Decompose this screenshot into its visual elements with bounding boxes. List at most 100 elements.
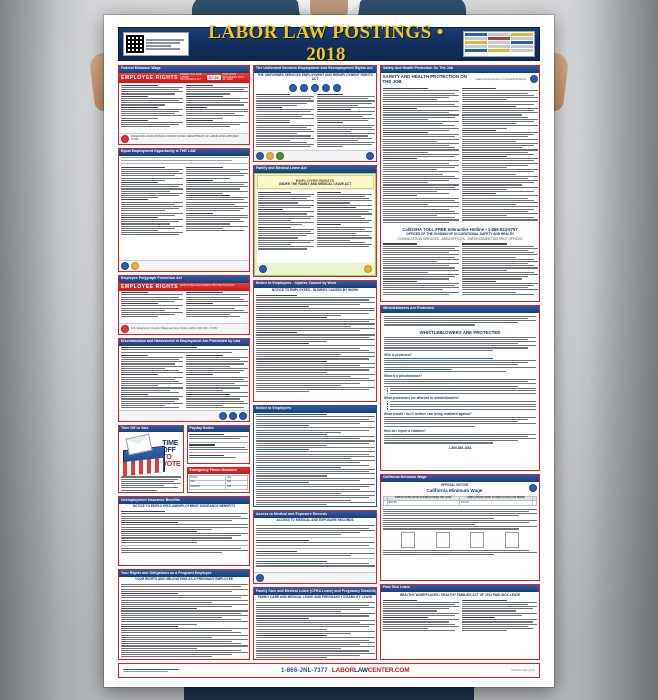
panel-paid-sick-leave[interactable]: Paid Sick Leave HEALTHY WORKPLACES / HEA… xyxy=(380,584,540,660)
panel-employee-polygraph-protection-act[interactable]: Employee Polygraph Protection Act EMPLOY… xyxy=(118,275,250,335)
panel-header: Time Off to Vote xyxy=(119,425,183,433)
calosha-hotline-subtitle: OFFICES OF THE DIVISION OF OCCUPATIONAL … xyxy=(406,231,514,236)
dol-seal-icon xyxy=(258,264,267,273)
band-note: PER HOUR BEGINNING JULY 24, 2009 xyxy=(222,72,244,82)
panel-unemployment-insurance-benefits[interactable]: Unemployment Insurance Benefits NOTICE T… xyxy=(118,496,250,567)
cell-label: Medical xyxy=(188,484,227,491)
footer-phone[interactable]: 1-866-JNL-7377 xyxy=(281,667,328,674)
osc-seal-icon xyxy=(366,152,374,160)
panel-notice-to-employees[interactable]: Notice to Employees xyxy=(253,405,377,508)
panel-header: Safety And Health Protection On The Job xyxy=(381,66,539,73)
whistleblower-hotline-phone: 1-800-884-1684 xyxy=(448,445,472,450)
cell-rate-small: $10.50 xyxy=(386,500,460,506)
esgr-seal-icon xyxy=(276,152,284,160)
band-title: EMPLOYEE RIGHTS xyxy=(121,283,179,290)
qr-code-icon xyxy=(126,35,144,53)
panel-california-minimum-wage[interactable]: California Minimum Wage OFFICIAL NOTICE … xyxy=(380,474,540,581)
panel-header: California Minimum Wage xyxy=(381,475,539,482)
eeoc-seal-row xyxy=(119,260,249,271)
panel-header: Payday Notice xyxy=(187,425,249,433)
panel-discrimination-harassment-prohibited[interactable]: Discrimination and Harassment in Employm… xyxy=(118,338,250,422)
panel-userra[interactable]: The Uniformed Services Employment And Re… xyxy=(253,65,377,162)
minimum-wage-table: EMPLOYERS WITH 25 EMPLOYEES OR LESS EMPL… xyxy=(383,495,537,506)
panel-time-off-to-vote[interactable]: Time Off to Vote TIME OFF TO VOTE xyxy=(118,424,184,494)
wage-box xyxy=(435,531,450,548)
panel-header: Emergency Phone Numbers xyxy=(187,467,249,475)
social-facebook-icon[interactable] xyxy=(219,411,227,420)
panel-safety-and-health-protection-on-the-job[interactable]: Safety And Health Protection On The Job … xyxy=(380,65,540,302)
poster-columns: Federal Minimum Wage EMPLOYEE RIGHTS UND… xyxy=(118,65,540,660)
list-item xyxy=(387,408,536,410)
minimum-wage-value: $7.25 xyxy=(206,75,221,81)
panel-emergency-phone-numbers[interactable]: Emergency Phone Numbers Police 911 xyxy=(186,466,250,494)
social-youtube-icon[interactable] xyxy=(239,411,247,420)
panel-whistleblowers-are-protected[interactable]: Whistleblowers Are Protected WHISTLEBLOW… xyxy=(380,305,540,471)
table-row: $10.50 $11.00 xyxy=(383,500,537,506)
panel-title: SAFETY AND HEALTH PROTECTION ON THE JOB xyxy=(382,74,467,85)
social-twitter-icon[interactable] xyxy=(229,411,237,420)
vote-art-line2: TO VOTE xyxy=(162,454,181,469)
wage-box xyxy=(470,531,485,548)
panel-header: Equal Employment Opportunity is THE LAW xyxy=(119,149,249,156)
panel-family-care-medical-leave-cfra[interactable]: Family Care and Medical Leave (CFRA Leav… xyxy=(253,587,377,660)
panel-equal-employment-opportunity[interactable]: Equal Employment Opportunity is THE LAW xyxy=(118,148,250,272)
panel-subtitle: ACCESS TO MEDICAL AND EXPOSURE RECORDS xyxy=(276,518,354,523)
left-shadow xyxy=(0,0,60,700)
panel-header: The Uniformed Services Employment And Re… xyxy=(254,66,376,73)
vote-art-line1: TIME OFF xyxy=(162,440,179,455)
column-right: Safety And Health Protection On The Job … xyxy=(380,65,540,660)
service-seal-navy-icon xyxy=(300,83,308,92)
list-item xyxy=(387,400,536,403)
userra-seal-row xyxy=(254,150,376,161)
eeoc-seal-icon xyxy=(121,262,129,270)
band-subtitle: EMPLOYEE POLYGRAPH PROTECTION ACT xyxy=(180,284,235,288)
panel-pregnant-employee-rights[interactable]: Your Rights and Obligations as a Pregnan… xyxy=(118,569,250,660)
whd-seal-row: U.S. Department of Labor Wage and Hour D… xyxy=(119,323,249,334)
band-title: THE UNIFORMED SERVICES EMPLOYMENT AND RE… xyxy=(257,73,373,82)
list-item xyxy=(387,403,536,405)
footer-note: Printed in the U.S.A. xyxy=(511,669,536,672)
band-subtitle: UNDER THE FAMILY AND MEDICAL LEAVE ACT xyxy=(278,181,352,186)
column-left: Federal Minimum Wage EMPLOYEE RIGHTS UND… xyxy=(118,65,250,660)
list-item xyxy=(387,405,536,408)
ballot-box-illustration: TIME OFF TO VOTE xyxy=(119,432,183,477)
panel-header: Family and Medical Leave Act xyxy=(254,166,376,173)
brand-suffix: .COM xyxy=(393,667,410,674)
panel-header: Federal Minimum Wage xyxy=(119,66,249,73)
panel-header: Notice to Employees - Injuries Caused by… xyxy=(254,281,376,288)
dfeh-seal-row xyxy=(119,409,249,421)
panel-title: California Minimum Wage xyxy=(426,487,483,493)
panel-access-to-medical-and-exposure-records[interactable]: Access to Medical and Exposure Records A… xyxy=(253,510,377,585)
panel-subtitle: NOTICE TO EMPLOYEES - INJURIES CAUSED BY… xyxy=(271,288,359,293)
panel-federal-minimum-wage[interactable]: Federal Minimum Wage EMPLOYEE RIGHTS UND… xyxy=(118,65,250,145)
panel-notice-injuries-caused-by-work[interactable]: Notice to Employees - Injuries Caused by… xyxy=(253,280,377,402)
panel-payday-notice[interactable]: Payday Notice xyxy=(186,424,250,464)
right-shadow xyxy=(588,0,658,700)
cell-note xyxy=(532,500,537,506)
poster-footer: 1-866-JNL-7377 LABORLAWCENTER.COM Printe… xyxy=(118,663,540,678)
panel-subtitle: YOUR RIGHTS AND OBLIGATIONS AS A PREGNAN… xyxy=(134,577,234,582)
list-item xyxy=(387,392,536,394)
fmla-yellow-band: EMPLOYEE RIGHTS UNDER THE FAMILY AND MED… xyxy=(256,175,374,190)
labor-law-poster[interactable]: LABOR LAW POSTINGS • 2018 Federal Minimu… xyxy=(104,15,554,687)
calosha-hotline-subtitle2: CONSULTATION SERVICES - AREA OFFICES - E… xyxy=(397,236,523,241)
panel-header: Access to Medical and Exposure Records xyxy=(254,511,376,518)
panel-note: California Department of Industrial Rela… xyxy=(475,77,527,81)
poster-inner: LABOR LAW POSTINGS • 2018 Federal Minimu… xyxy=(109,20,549,682)
brand-logo[interactable]: LABORLAWCENTER.COM xyxy=(332,667,410,674)
panel-header: Notice to Employees xyxy=(254,406,376,413)
california-state-seal-icon xyxy=(529,75,538,84)
panel-header: Employee Polygraph Protection Act xyxy=(119,276,249,283)
california-state-seal-icon xyxy=(529,484,537,493)
panel-family-and-medical-leave-act[interactable]: Family and Medical Leave Act EMPLOYEE RI… xyxy=(253,165,377,277)
product-barcode-badge xyxy=(123,32,189,56)
panel-subtitle: FAMILY CARE AND MEDICAL LEAVE AND PREGNA… xyxy=(257,595,373,600)
column-middle: The Uniformed Services Employment And Re… xyxy=(253,65,377,660)
dol-seal-row: WAGE AND HOUR DIVISION UNITED STATES DEP… xyxy=(119,133,249,144)
service-seal-marines-icon xyxy=(322,83,330,92)
brand-part-2: LAW xyxy=(353,667,368,674)
dol-seal-icon xyxy=(266,152,274,160)
section-heading: How do I report a violation? xyxy=(384,428,426,433)
service-seal-army-icon xyxy=(289,83,297,92)
